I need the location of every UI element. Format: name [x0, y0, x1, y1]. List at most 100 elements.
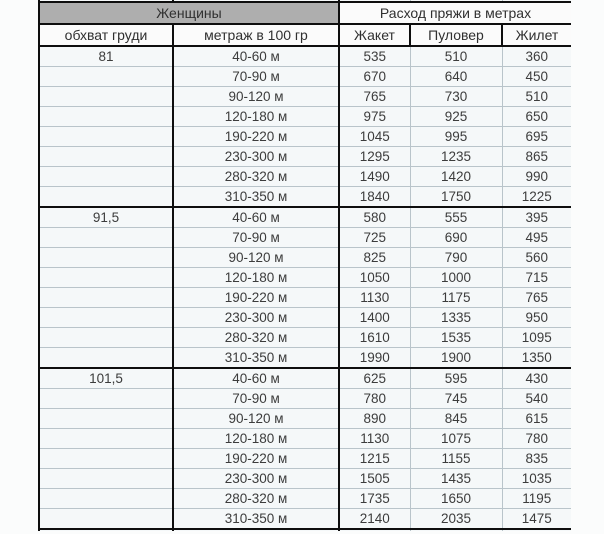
vest-cell: 540: [502, 388, 571, 409]
table-row: 90-120 м 765 730 510: [38, 86, 571, 107]
jacket-cell: 1735: [339, 488, 411, 509]
chest-cell: [38, 267, 174, 288]
vest-cell: 715: [502, 267, 571, 288]
table-row: 190-220 м 1215 1155 835: [38, 448, 571, 469]
meterage-cell: 230-300 м: [173, 146, 340, 167]
jacket-cell: 890: [339, 408, 411, 429]
pullover-cell: 745: [410, 388, 503, 409]
clipped-cell: [410, 0, 503, 2]
pullover-cell: 1420: [410, 166, 503, 187]
table-row: 90-120 м 890 845 615: [38, 408, 571, 429]
chest-cell: [38, 247, 174, 268]
pullover-cell: 555: [410, 206, 503, 228]
column-header-pullover: Пуловер: [409, 23, 503, 47]
pullover-cell: 1650: [410, 488, 503, 509]
meterage-cell: 280-320 м: [173, 166, 340, 187]
meterage-cell: 280-320 м: [173, 327, 340, 348]
jacket-cell: 625: [339, 367, 411, 389]
table-row: 70-90 м 725 690 495: [38, 227, 571, 248]
meterage-cell: 90-120 м: [173, 408, 340, 429]
vest-cell: 510: [502, 86, 571, 107]
jacket-cell: 1400: [339, 307, 411, 328]
pullover-cell: 1900: [410, 347, 503, 369]
meterage-cell: 40-60 м: [173, 45, 340, 67]
table-row: 120-180 м 1130 1075 780: [38, 428, 571, 449]
pullover-cell: 1175: [410, 287, 503, 308]
clipped-cell: [410, 529, 503, 531]
chest-cell: [38, 227, 174, 248]
column-header-jacket: Жакет: [338, 23, 411, 47]
header-women: Женщины: [38, 1, 340, 25]
table-column-header-row: обхват груди метраж в 100 гр Жакет Пулов…: [38, 23, 571, 47]
meterage-cell: 230-300 м: [173, 307, 340, 328]
pullover-cell: 995: [410, 126, 503, 147]
chest-cell: [38, 448, 174, 469]
chest-cell: [38, 86, 174, 107]
chest-cell: [38, 146, 174, 167]
chest-cell: 81: [38, 45, 174, 67]
pullover-cell: 1000: [410, 267, 503, 288]
vest-cell: 990: [502, 166, 571, 187]
meterage-cell: 40-60 м: [173, 206, 340, 228]
vest-cell: 450: [502, 66, 571, 87]
table-row: 90-120 м 825 790 560: [38, 247, 571, 268]
vest-cell: 1095: [502, 327, 571, 348]
pullover-cell: 1235: [410, 146, 503, 167]
vest-cell: 495: [502, 227, 571, 248]
pullover-cell: 2035: [410, 508, 503, 530]
jacket-cell: 1990: [339, 347, 411, 369]
chest-cell: [38, 327, 174, 348]
meterage-cell: 310-350 м: [173, 347, 340, 369]
pullover-cell: 925: [410, 106, 503, 127]
meterage-cell: 120-180 м: [173, 106, 340, 127]
vest-cell: 1350: [502, 347, 571, 369]
table-row: 280-320 м 1490 1420 990: [38, 166, 571, 187]
pullover-cell: 1155: [410, 448, 503, 469]
header-yarn-usage: Расход пряжи в метрах: [338, 1, 571, 25]
jacket-cell: 1295: [339, 146, 411, 167]
meterage-cell: 280-320 м: [173, 488, 340, 509]
jacket-cell: 1130: [339, 287, 411, 308]
chest-cell: [38, 287, 174, 308]
jacket-cell: 580: [339, 206, 411, 228]
vest-cell: 865: [502, 146, 571, 167]
pullover-cell: 1750: [410, 186, 503, 208]
vest-cell: 650: [502, 106, 571, 127]
table-row: 310-350 м 1990 1900 1350: [38, 347, 571, 369]
column-header-meterage: метраж в 100 гр: [172, 23, 340, 47]
table-row: 190-220 м 1130 1175 765: [38, 287, 571, 308]
vest-cell: 1225: [502, 186, 571, 208]
chest-cell: [38, 508, 174, 530]
table-row: 310-350 м 2140 2035 1475: [38, 508, 571, 530]
jacket-cell: 1840: [339, 186, 411, 208]
chest-cell: 91,5: [38, 206, 174, 228]
table-row: 310-350 м 1840 1750 1225: [38, 186, 571, 208]
meterage-cell: 190-220 м: [173, 448, 340, 469]
clipped-cell: [173, 0, 340, 2]
vest-cell: 765: [502, 287, 571, 308]
pullover-cell: 1535: [410, 327, 503, 348]
table-row: 190-220 м 1045 995 695: [38, 126, 571, 147]
vest-cell: 360: [502, 45, 571, 67]
pullover-cell: 690: [410, 227, 503, 248]
clipped-cell: [502, 529, 571, 531]
pullover-cell: 510: [410, 45, 503, 67]
table-row: 70-90 м 670 640 450: [38, 66, 571, 87]
jacket-cell: 1130: [339, 428, 411, 449]
yarn-consumption-table: Женщины Расход пряжи в метрах обхват гру…: [38, 0, 571, 531]
pullover-cell: 595: [410, 367, 503, 389]
vest-cell: 615: [502, 408, 571, 429]
jacket-cell: 1215: [339, 448, 411, 469]
chest-cell: [38, 347, 174, 369]
jacket-cell: 670: [339, 66, 411, 87]
vest-cell: 695: [502, 126, 571, 147]
meterage-cell: 190-220 м: [173, 287, 340, 308]
jacket-cell: 2140: [339, 508, 411, 530]
chest-cell: [38, 66, 174, 87]
jacket-cell: 1490: [339, 166, 411, 187]
meterage-cell: 90-120 м: [173, 247, 340, 268]
chest-cell: [38, 126, 174, 147]
jacket-cell: 1045: [339, 126, 411, 147]
table-row: 101,5 40-60 м 625 595 430: [38, 367, 571, 389]
chest-cell: [38, 307, 174, 328]
